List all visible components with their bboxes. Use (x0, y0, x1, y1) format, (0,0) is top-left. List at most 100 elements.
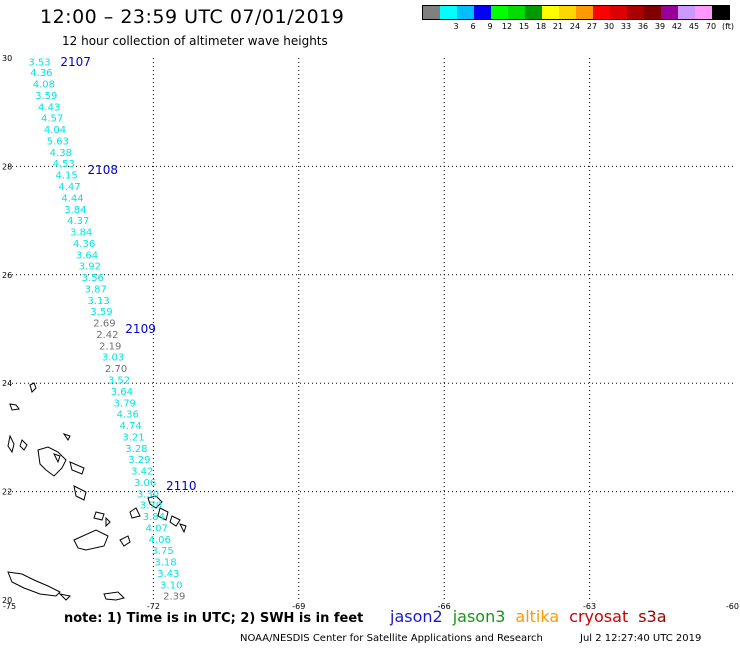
legend-label: 12 (501, 22, 513, 31)
wave-height-label: 4.74 (119, 421, 141, 432)
wave-height-label: 3.87 (85, 284, 107, 295)
wave-height-label: 4.04 (44, 125, 66, 136)
wave-height-label: 3.10 (160, 580, 182, 591)
legend-label: 21 (552, 22, 564, 31)
legend-swatch (644, 6, 661, 19)
revolution-label: 2108 (87, 163, 118, 177)
wave-height-label: 3.75 (151, 546, 173, 557)
legend-swatch (678, 6, 695, 19)
wave-height-label: 4.44 (61, 193, 83, 204)
coastline-shape (53, 453, 61, 464)
revolution-labels: 2107 2108 2109 2110 (60, 55, 196, 493)
lat-tick-label: 20 (2, 596, 12, 605)
coastline-shape (62, 433, 71, 441)
wave-height-label: 3.29 (128, 455, 150, 466)
legend-swatch (627, 6, 644, 19)
coastline-shape (7, 571, 61, 597)
legend-swatch (525, 6, 542, 19)
coastline-shape (105, 516, 111, 528)
credit-line: NOAA/NESDIS Center for Satellite Applica… (240, 633, 543, 644)
lon-tick-label: -72 (147, 602, 160, 611)
wave-height-label: 2.70 (105, 364, 127, 375)
coastline-shape (9, 403, 20, 411)
wave-height-label: 3.43 (157, 569, 179, 580)
coastline-shape (73, 485, 87, 501)
coastline-shape (69, 461, 85, 475)
legend-swatch (695, 6, 712, 19)
legend-label: 42 (671, 22, 683, 31)
wave-height-label: 3.18 (154, 558, 176, 569)
satellite-name: altika (515, 607, 560, 626)
legend-label: 15 (518, 22, 530, 31)
legend-swatch (457, 6, 474, 19)
wave-height-label: 2.39 (163, 592, 185, 603)
wave-height-legend: 3 6 9 12 15 18 21 24 27 30 33 36 39 42 45 70 (ft) (422, 5, 734, 34)
legend-label: 70 (705, 22, 717, 31)
revolution-label: 2109 (125, 322, 156, 336)
altimeter-track: 3.534.364.083.594.434.574.045.634.384.53… (28, 57, 185, 602)
wave-height-label: 4.37 (67, 216, 89, 227)
wave-height-label: 4.38 (50, 148, 72, 159)
legend-swatch (712, 6, 729, 19)
legend-label: 36 (637, 22, 649, 31)
wave-height-label: 3.92 (79, 262, 101, 273)
wave-height-label: 3.52 (108, 375, 130, 386)
axis-ticks: 30 28 26 24 22 20-75 -72 -69 -66 -63 -60 (2, 54, 739, 611)
wave-height-label: 3.03 (102, 353, 124, 364)
legend-labels: 3 6 9 12 15 18 21 24 27 30 33 36 39 42 45 70 (ft) (422, 20, 734, 34)
coastline-shape (147, 495, 163, 509)
wave-height-label: 3.84 (70, 228, 92, 239)
legend-label: 39 (654, 22, 666, 31)
legend-swatch (593, 6, 610, 19)
legend-label: 18 (535, 22, 547, 31)
coastline-shape (169, 515, 181, 527)
coastline-shape (37, 446, 67, 477)
legend-label: 6 (470, 22, 476, 31)
wave-height-label: 3.06 (134, 478, 156, 489)
map-subtitle: 12 hour collection of altimeter wave hei… (62, 34, 328, 48)
coastlines (7, 382, 187, 601)
wave-height-label: 3.56 (82, 273, 104, 284)
wave-height-label: 3.59 (90, 307, 112, 318)
wave-height-label: 2.69 (93, 319, 115, 330)
legend-label: 3 (453, 22, 459, 31)
coastline-shape (73, 529, 109, 551)
revolution-label: 2110 (166, 479, 197, 493)
generation-timestamp: Jul 2 12:27:40 UTC 2019 (580, 633, 702, 644)
legend-label: 9 (487, 22, 493, 31)
coastline-shape (179, 523, 187, 534)
wave-height-label: 3.53 (28, 57, 50, 68)
lat-tick-label: 24 (2, 379, 12, 388)
wave-height-label: 4.47 (58, 182, 80, 193)
lon-tick-label: -66 (438, 602, 451, 611)
satellite-legend: jason2 jason3 altika cryosat s3a (390, 607, 677, 626)
lat-tick-label: 22 (2, 488, 12, 497)
legend-swatch (474, 6, 491, 19)
legend-label: 27 (586, 22, 598, 31)
legend-label: 30 (603, 22, 615, 31)
legend-swatch (508, 6, 525, 19)
wave-height-label: 3.64 (111, 387, 133, 398)
wave-height-label: 4.06 (149, 535, 171, 546)
map-title: 12:00 – 23:59 UTC 07/01/2019 (40, 6, 345, 28)
wave-height-label: 4.36 (117, 410, 139, 421)
legend-label: 24 (569, 22, 581, 31)
coastline-shape (129, 507, 141, 519)
legend-swatch (440, 6, 457, 19)
coastline-shape (157, 507, 169, 521)
legend-label: (ft) (721, 22, 735, 31)
satellite-name: jason3 (452, 607, 506, 626)
wave-height-label: 3.79 (114, 398, 136, 409)
lon-tick-label: -69 (292, 602, 305, 611)
wave-height-label: 5.63 (47, 136, 69, 147)
wave-height-label: 3.30 (137, 489, 159, 500)
wave-height-label: 4.53 (53, 159, 75, 170)
wave-height-label: 3.28 (125, 444, 147, 455)
wave-height-label: 4.15 (55, 171, 77, 182)
lat-tick-label: 28 (2, 162, 12, 171)
legend-label: 33 (620, 22, 632, 31)
wave-height-label: 4.57 (41, 114, 63, 125)
lon-tick-label: -63 (583, 602, 596, 611)
legend-swatch (491, 6, 508, 19)
